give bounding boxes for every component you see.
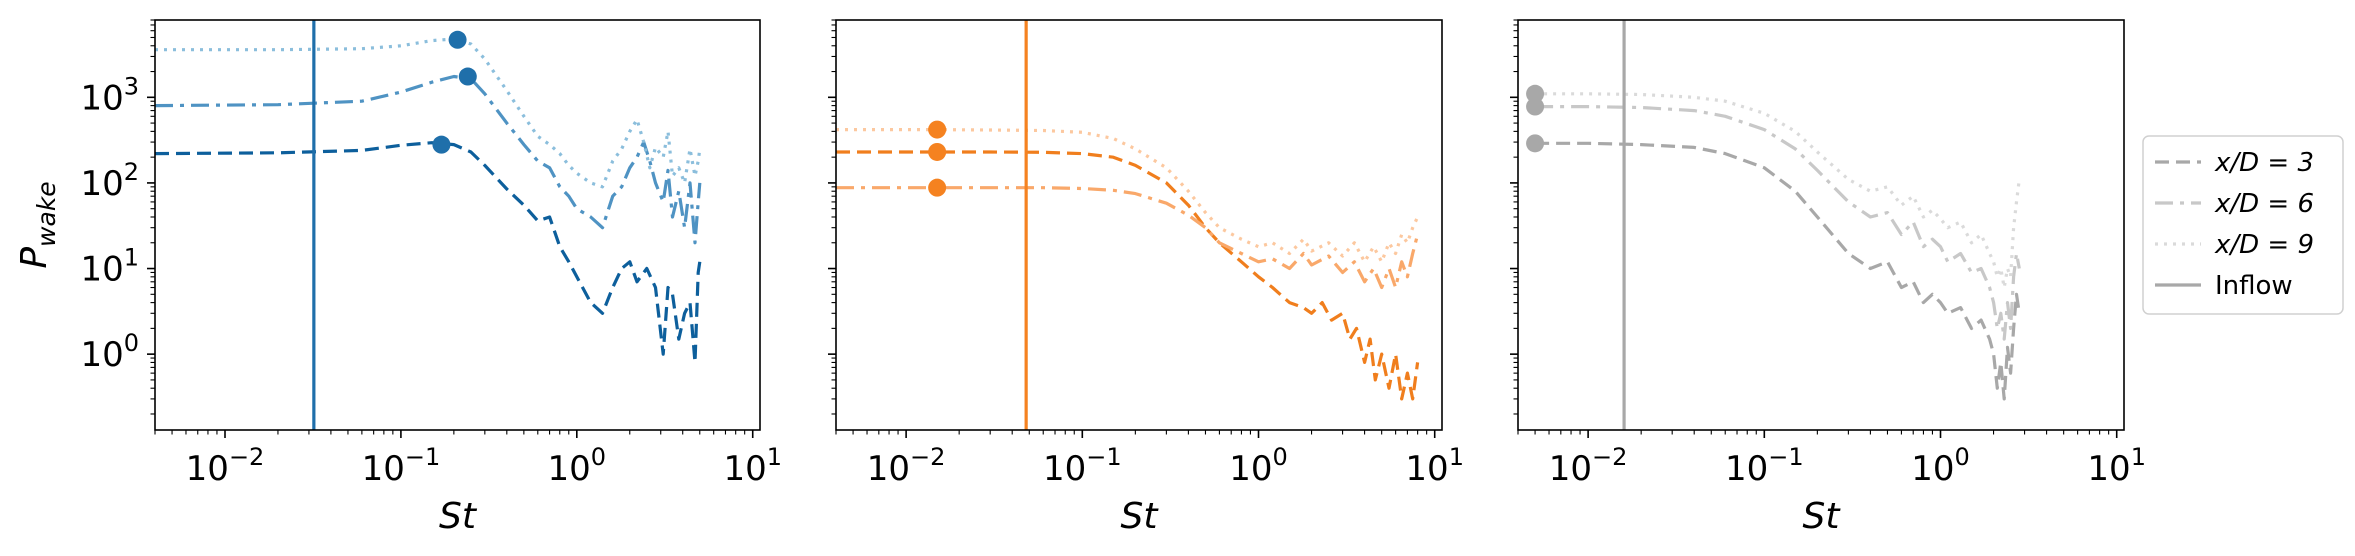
series-line-dashed: [1535, 141, 2021, 401]
legend: x/D = 3 x/D = 6 x/D = 9 Inflow: [2142, 135, 2344, 315]
peak-marker: [432, 135, 451, 154]
x-tick-label: 100: [1229, 443, 1288, 489]
y-tick-label: 101: [80, 244, 139, 290]
x-tick-label: 101: [723, 443, 782, 489]
x-tick-label: 10−1: [362, 443, 441, 489]
legend-label: x/D = 3: [2214, 148, 2314, 178]
plot-area: [836, 20, 1420, 430]
y-tick-label: 102: [80, 158, 139, 204]
plot-area: [155, 20, 702, 430]
panel-1: 10−2 10−1 100 101 100 101 102 103 Pwake St: [14, 19, 782, 537]
peak-marker: [448, 30, 467, 49]
series-line-dotted: [155, 37, 702, 189]
legend-label: Inflow: [2215, 271, 2293, 301]
panel-3: 10−2 10−1 100 101 St: [1510, 19, 2146, 537]
peak-marker: [928, 142, 947, 161]
series-line-dashed: [836, 150, 1420, 401]
peak-marker: [1526, 134, 1545, 153]
legend-label: x/D = 9: [2214, 230, 2314, 260]
x-tick-label: 10−2: [867, 443, 946, 489]
y-axis-title: Pwake: [14, 181, 61, 268]
x-axis-title: St: [1803, 496, 1842, 537]
series-line-dashed: [155, 141, 702, 364]
axes-frame: [835, 19, 1443, 431]
x-axis-title: St: [1121, 496, 1160, 537]
peak-marker: [1526, 97, 1545, 116]
series-line-dashdot: [836, 186, 1420, 290]
x-axis-title: St: [439, 496, 478, 537]
series-line-dotted: [1535, 92, 2021, 290]
peak-marker: [458, 67, 477, 86]
x-tick-label: 10−1: [1725, 443, 1804, 489]
series-line-dashdot: [1535, 105, 2021, 341]
panel-2: 10−2 10−1 100 101 St: [828, 19, 1464, 537]
axes-frame: [154, 19, 761, 431]
peak-marker: [928, 178, 947, 197]
x-tick-label: 10−2: [186, 443, 265, 489]
plot-area: [1526, 20, 2021, 430]
x-tick-label: 10−1: [1043, 443, 1122, 489]
x-tick-label: 100: [548, 443, 607, 489]
x-tick-label: 101: [1405, 443, 1464, 489]
y-tick-label: 100: [80, 329, 139, 375]
peak-marker: [928, 120, 947, 139]
peak-marker: [1526, 84, 1545, 103]
y-tick-label: 103: [80, 72, 139, 118]
legend-frame: [2142, 135, 2344, 315]
axes-frame: [1517, 19, 2125, 431]
series-line-dashdot: [155, 74, 702, 245]
x-tick-label: 101: [2087, 443, 2146, 489]
x-tick-label: 100: [1911, 443, 1970, 489]
series-line-dotted: [836, 128, 1420, 264]
legend-label: x/D = 6: [2214, 189, 2314, 219]
x-tick-label: 10−2: [1549, 443, 1628, 489]
